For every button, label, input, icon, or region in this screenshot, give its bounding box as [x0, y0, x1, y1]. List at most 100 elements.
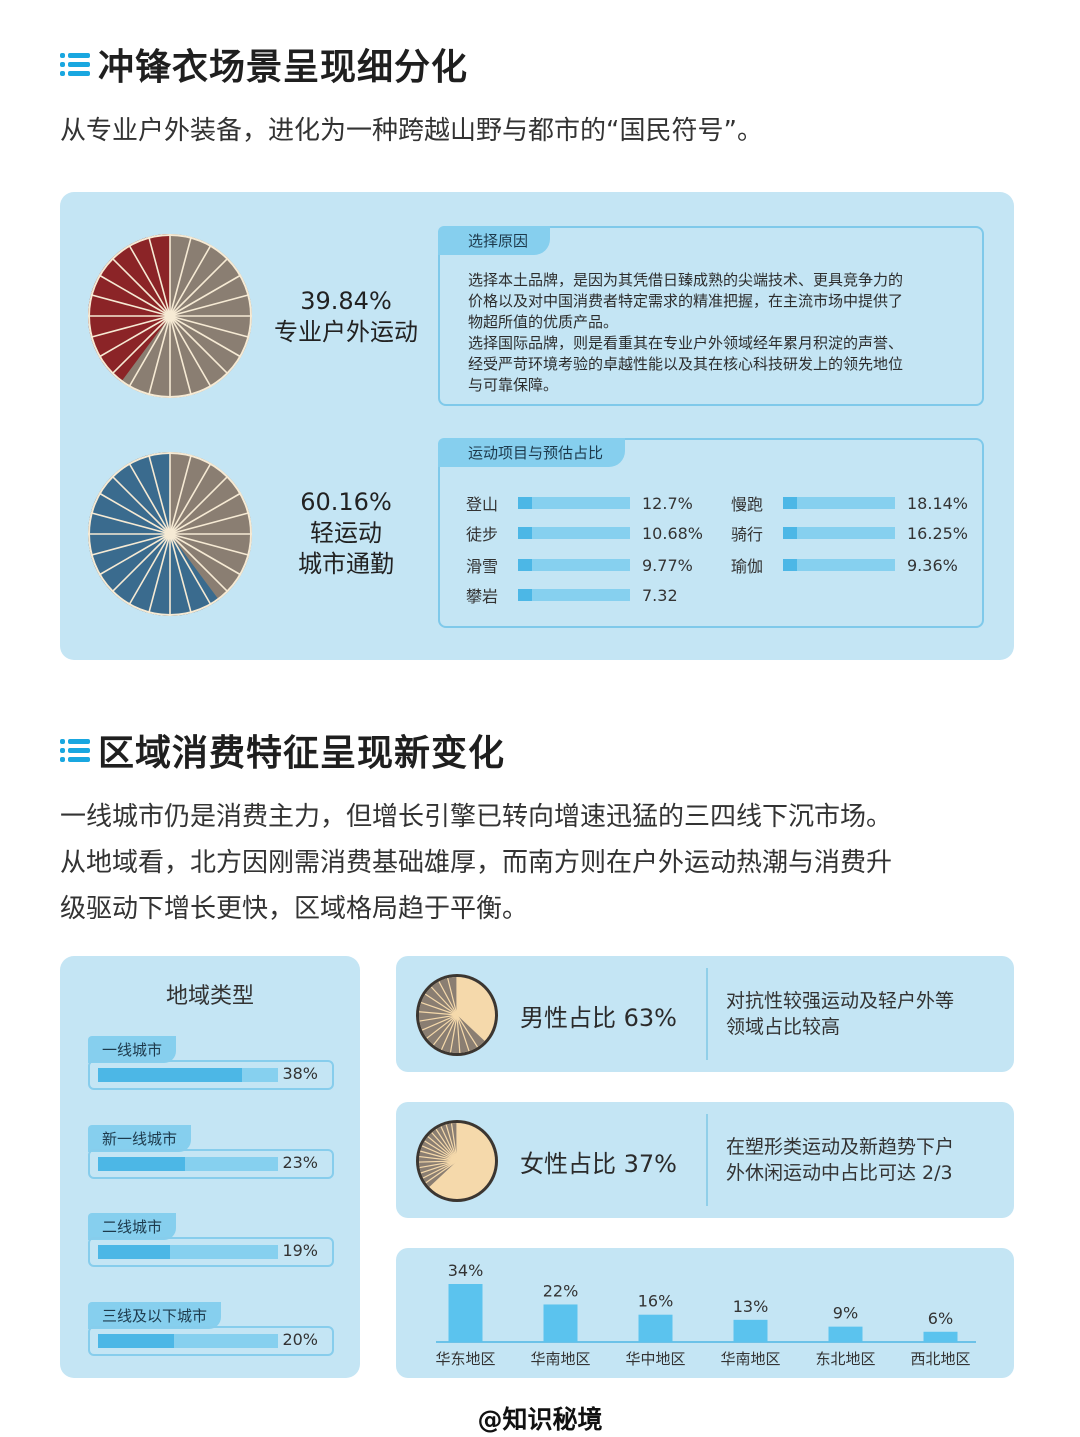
sport-value: 10.68% [642, 523, 704, 543]
sport-bar [518, 589, 630, 601]
female-card: 女性占比 37% 在塑形类运动及新趋势下户 外休闲运动中占比可达 2/3 [396, 1102, 1014, 1218]
tier-bar-box: 19% [88, 1237, 334, 1267]
pie2-caption-1: 轻运动 [310, 519, 382, 547]
category-label: 华南地区 [530, 1350, 590, 1368]
lead-line: 级驱动下增长更快，区域格局趋于平衡。 [60, 894, 529, 924]
pie2-percent: 60.16% [300, 488, 392, 516]
sport-bar [518, 527, 630, 539]
data-label: 6% [928, 1309, 953, 1328]
section2-title: 区域消费特征呈现新变化 [98, 733, 506, 774]
pie-professional [88, 234, 252, 398]
data-label: 9% [833, 1304, 858, 1323]
pie2-caption-2: 城市通勤 [298, 550, 394, 578]
sport-name: 滑雪 [466, 557, 499, 576]
tier-bar-box: 20% [88, 1326, 334, 1356]
sport-value: 7.32 [642, 585, 678, 605]
sport-value: 9.36% [907, 555, 958, 575]
tier-label: 二线城市 [88, 1213, 177, 1240]
sport-value: 18.14% [907, 493, 969, 513]
author-watermark: @知识秘境 [477, 1405, 603, 1434]
divider [706, 1114, 708, 1206]
sport-row: 滑雪 9.77% [466, 553, 693, 577]
section-title-1: 冲锋衣场景呈现细分化 [60, 38, 468, 90]
pie1-percent: 39.84% [300, 287, 392, 315]
sport-name: 登山 [466, 495, 499, 514]
sport-bar [783, 497, 895, 509]
tier-value: 38% [282, 1064, 318, 1083]
sport-name: 慢跑 [731, 495, 764, 514]
lead-line: 从地域看，北方因刚需消费基础雄厚，而南方则在户外运动热潮与消费升 [60, 848, 893, 878]
pie1-label: 39.84% 专业户外运动 [256, 286, 436, 348]
tier-fill [98, 1245, 170, 1259]
bar [828, 1326, 863, 1342]
sport-name: 攀岩 [466, 587, 499, 606]
female-pie-icon [416, 1120, 498, 1202]
region-bar-chart: 34% 华东地区 22% 华南地区 16% 华中地区 13% 华南地区 9% 东北地区 6% 西北地区 [435, 1261, 976, 1368]
sports-tag: 运动项目与预估占比 [438, 438, 626, 467]
pie2-label: 60.16% 轻运动 城市通勤 [256, 487, 436, 580]
list-icon [60, 50, 90, 78]
reason-line: 物超所值的优质产品。 [468, 313, 619, 331]
data-label: 13% [733, 1297, 769, 1316]
sport-bar [518, 559, 630, 571]
sport-value: 12.7% [642, 493, 693, 513]
tier-label: 一线城市 [88, 1036, 177, 1063]
sport-bar [783, 527, 895, 539]
male-share: 男性占比 63% [520, 1004, 677, 1032]
tier-fill [98, 1068, 242, 1082]
category-label: 东北地区 [815, 1350, 875, 1368]
pie-light-sports [87, 452, 252, 616]
data-label: 16% [638, 1292, 674, 1311]
pie1-caption: 专业户外运动 [274, 318, 418, 346]
tier-bar-box: 23% [88, 1149, 334, 1179]
divider [706, 968, 708, 1060]
category-label: 华东地区 [435, 1350, 495, 1368]
reasons-tag: 选择原因 [438, 226, 551, 255]
sport-name: 瑜伽 [731, 557, 764, 576]
female-desc-line: 外休闲运动中占比可达 2/3 [726, 1162, 953, 1184]
tier-value: 20% [282, 1330, 318, 1349]
category-label: 华中地区 [625, 1350, 685, 1368]
bar [448, 1284, 483, 1342]
reason-line: 经受严苛环境考验的卓越性能以及其在核心科技研发上的领先地位 [468, 355, 904, 373]
male-pie-icon [416, 974, 498, 1056]
tier-fill [98, 1334, 174, 1348]
sport-value: 16.25% [907, 523, 969, 543]
bar [923, 1331, 958, 1342]
sport-row: 徒步 10.68% [466, 521, 703, 545]
data-label: 22% [543, 1281, 579, 1300]
female-desc: 在塑形类运动及新趋势下户 外休闲运动中占比可达 2/3 [726, 1134, 954, 1186]
data-label: 34% [448, 1261, 484, 1280]
reasons-text: 选择本土品牌，是因为其凭借日臻成熟的尖端技术、更具竞争力的 价格以及对中国消费者… [468, 270, 903, 396]
female-share: 女性占比 37% [520, 1150, 677, 1178]
tier-value: 19% [282, 1241, 318, 1260]
sport-name: 骑行 [731, 525, 764, 544]
reason-line: 选择本土品牌，是因为其凭借日臻成熟的尖端技术、更具竞争力的 [468, 271, 904, 289]
section-title-2: 区域消费特征呈现新变化 [60, 724, 505, 776]
bar [543, 1304, 578, 1342]
reasons-box: 选择原因 选择本土品牌，是因为其凭借日臻成熟的尖端技术、更具竞争力的 价格以及对… [438, 226, 984, 406]
lead-line: 一线城市仍是消费主力，但增长引擎已转向增速迅猛的三四线下沉市场。 [60, 802, 893, 832]
male-card: 男性占比 63% 对抗性较强运动及轻户外等 领域占比较高 [396, 956, 1014, 1072]
pie-share-slice [88, 234, 170, 382]
male-desc-line: 领域占比较高 [726, 1016, 841, 1038]
page-title: 冲锋衣场景呈现细分化 [98, 47, 469, 88]
section2-lead: 一线城市仍是消费主力，但增长引擎已转向增速迅猛的三四线下沉市场。 从地域看，北方… [60, 794, 1030, 932]
sport-value: 9.77% [642, 555, 693, 575]
category-label: 华南地区 [720, 1350, 780, 1368]
bar [638, 1314, 673, 1342]
female-desc-line: 在塑形类运动及新趋势下户 [726, 1136, 955, 1158]
list-icon [60, 736, 90, 764]
sport-row: 登山 12.7% [466, 491, 693, 515]
tier-label: 新一线城市 [88, 1125, 192, 1152]
male-desc-line: 对抗性较强运动及轻户外等 [726, 990, 955, 1012]
sport-bar [518, 497, 630, 509]
sport-row: 瑜伽 9.36% [731, 553, 958, 577]
tier-bar-box: 38% [88, 1060, 334, 1090]
sport-row: 骑行 16.25% [731, 521, 968, 545]
reason-line: 价格以及对中国消费者特定需求的精准把握，在主流市场中提供了 [468, 292, 904, 310]
male-desc: 对抗性较强运动及轻户外等 领域占比较高 [726, 988, 954, 1040]
region-chart-card: 34% 华东地区 22% 华南地区 16% 华中地区 13% 华南地区 9% 东北地区 6% 西北地区 [396, 1248, 1014, 1378]
reason-line: 选择国际品牌，则是看重其在专业户外领域经年累月积淀的声誉、 [468, 334, 904, 352]
category-label: 西北地区 [910, 1350, 970, 1368]
